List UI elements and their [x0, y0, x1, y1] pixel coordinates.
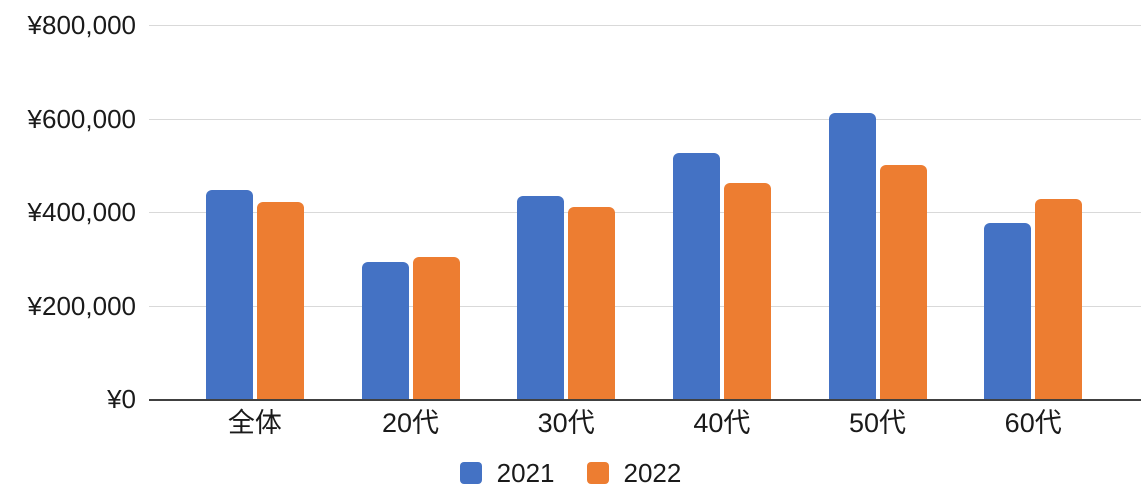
bar-group	[644, 25, 800, 399]
gridline	[149, 25, 1141, 26]
x-axis-category-label: 30代	[537, 408, 595, 438]
bar-2021	[984, 223, 1032, 399]
y-axis-tick-label: ¥400,000	[27, 197, 136, 227]
x-axis-labels: 全体 20代 30代 40代 50代 60代	[149, 406, 1141, 440]
bar-2022	[723, 183, 771, 399]
bar-2022	[256, 201, 304, 399]
bar-2021	[361, 262, 409, 399]
legend: 2021 2022	[0, 459, 1141, 487]
y-axis: ¥0 ¥200,000 ¥400,000 ¥600,000 ¥800,000	[0, 0, 136, 498]
bar-group	[177, 25, 333, 399]
bar-group	[333, 25, 489, 399]
bar-2022	[412, 256, 460, 399]
plot-area	[149, 25, 1141, 401]
bar-2022	[568, 207, 616, 399]
x-axis-category-label: 40代	[693, 408, 751, 438]
bar-2022	[1035, 198, 1083, 399]
gridline	[149, 119, 1141, 120]
legend-swatch-2022	[586, 462, 609, 484]
bar-groups	[149, 25, 1141, 399]
bar-2021	[517, 196, 565, 399]
y-axis-tick-label: ¥600,000	[27, 104, 136, 134]
legend-item-2022: 2022	[586, 458, 682, 488]
gridline	[149, 306, 1141, 307]
legend-item-2021: 2021	[459, 458, 555, 488]
x-axis-category-label: 20代	[381, 408, 440, 438]
legend-label: 2022	[623, 458, 682, 488]
bar-2021	[828, 112, 876, 399]
x-axis-category-label: 50代	[849, 408, 907, 438]
legend-swatch-2021	[459, 462, 482, 484]
legend-label: 2021	[496, 458, 555, 488]
bar-group	[955, 25, 1111, 399]
x-axis-category-label: 全体	[227, 408, 282, 438]
bar-group	[488, 25, 644, 399]
bar-2021	[205, 189, 253, 399]
y-axis-tick-label: ¥800,000	[27, 10, 136, 40]
bar-group	[800, 25, 956, 399]
x-axis-line	[149, 399, 1141, 401]
bar-2021	[672, 153, 720, 399]
y-axis-tick-label: ¥200,000	[27, 291, 136, 321]
gridline	[149, 212, 1141, 213]
y-axis-tick-label: ¥0	[107, 384, 136, 414]
bar-2022	[879, 164, 927, 399]
x-axis-category-label: 60代	[1004, 408, 1062, 438]
